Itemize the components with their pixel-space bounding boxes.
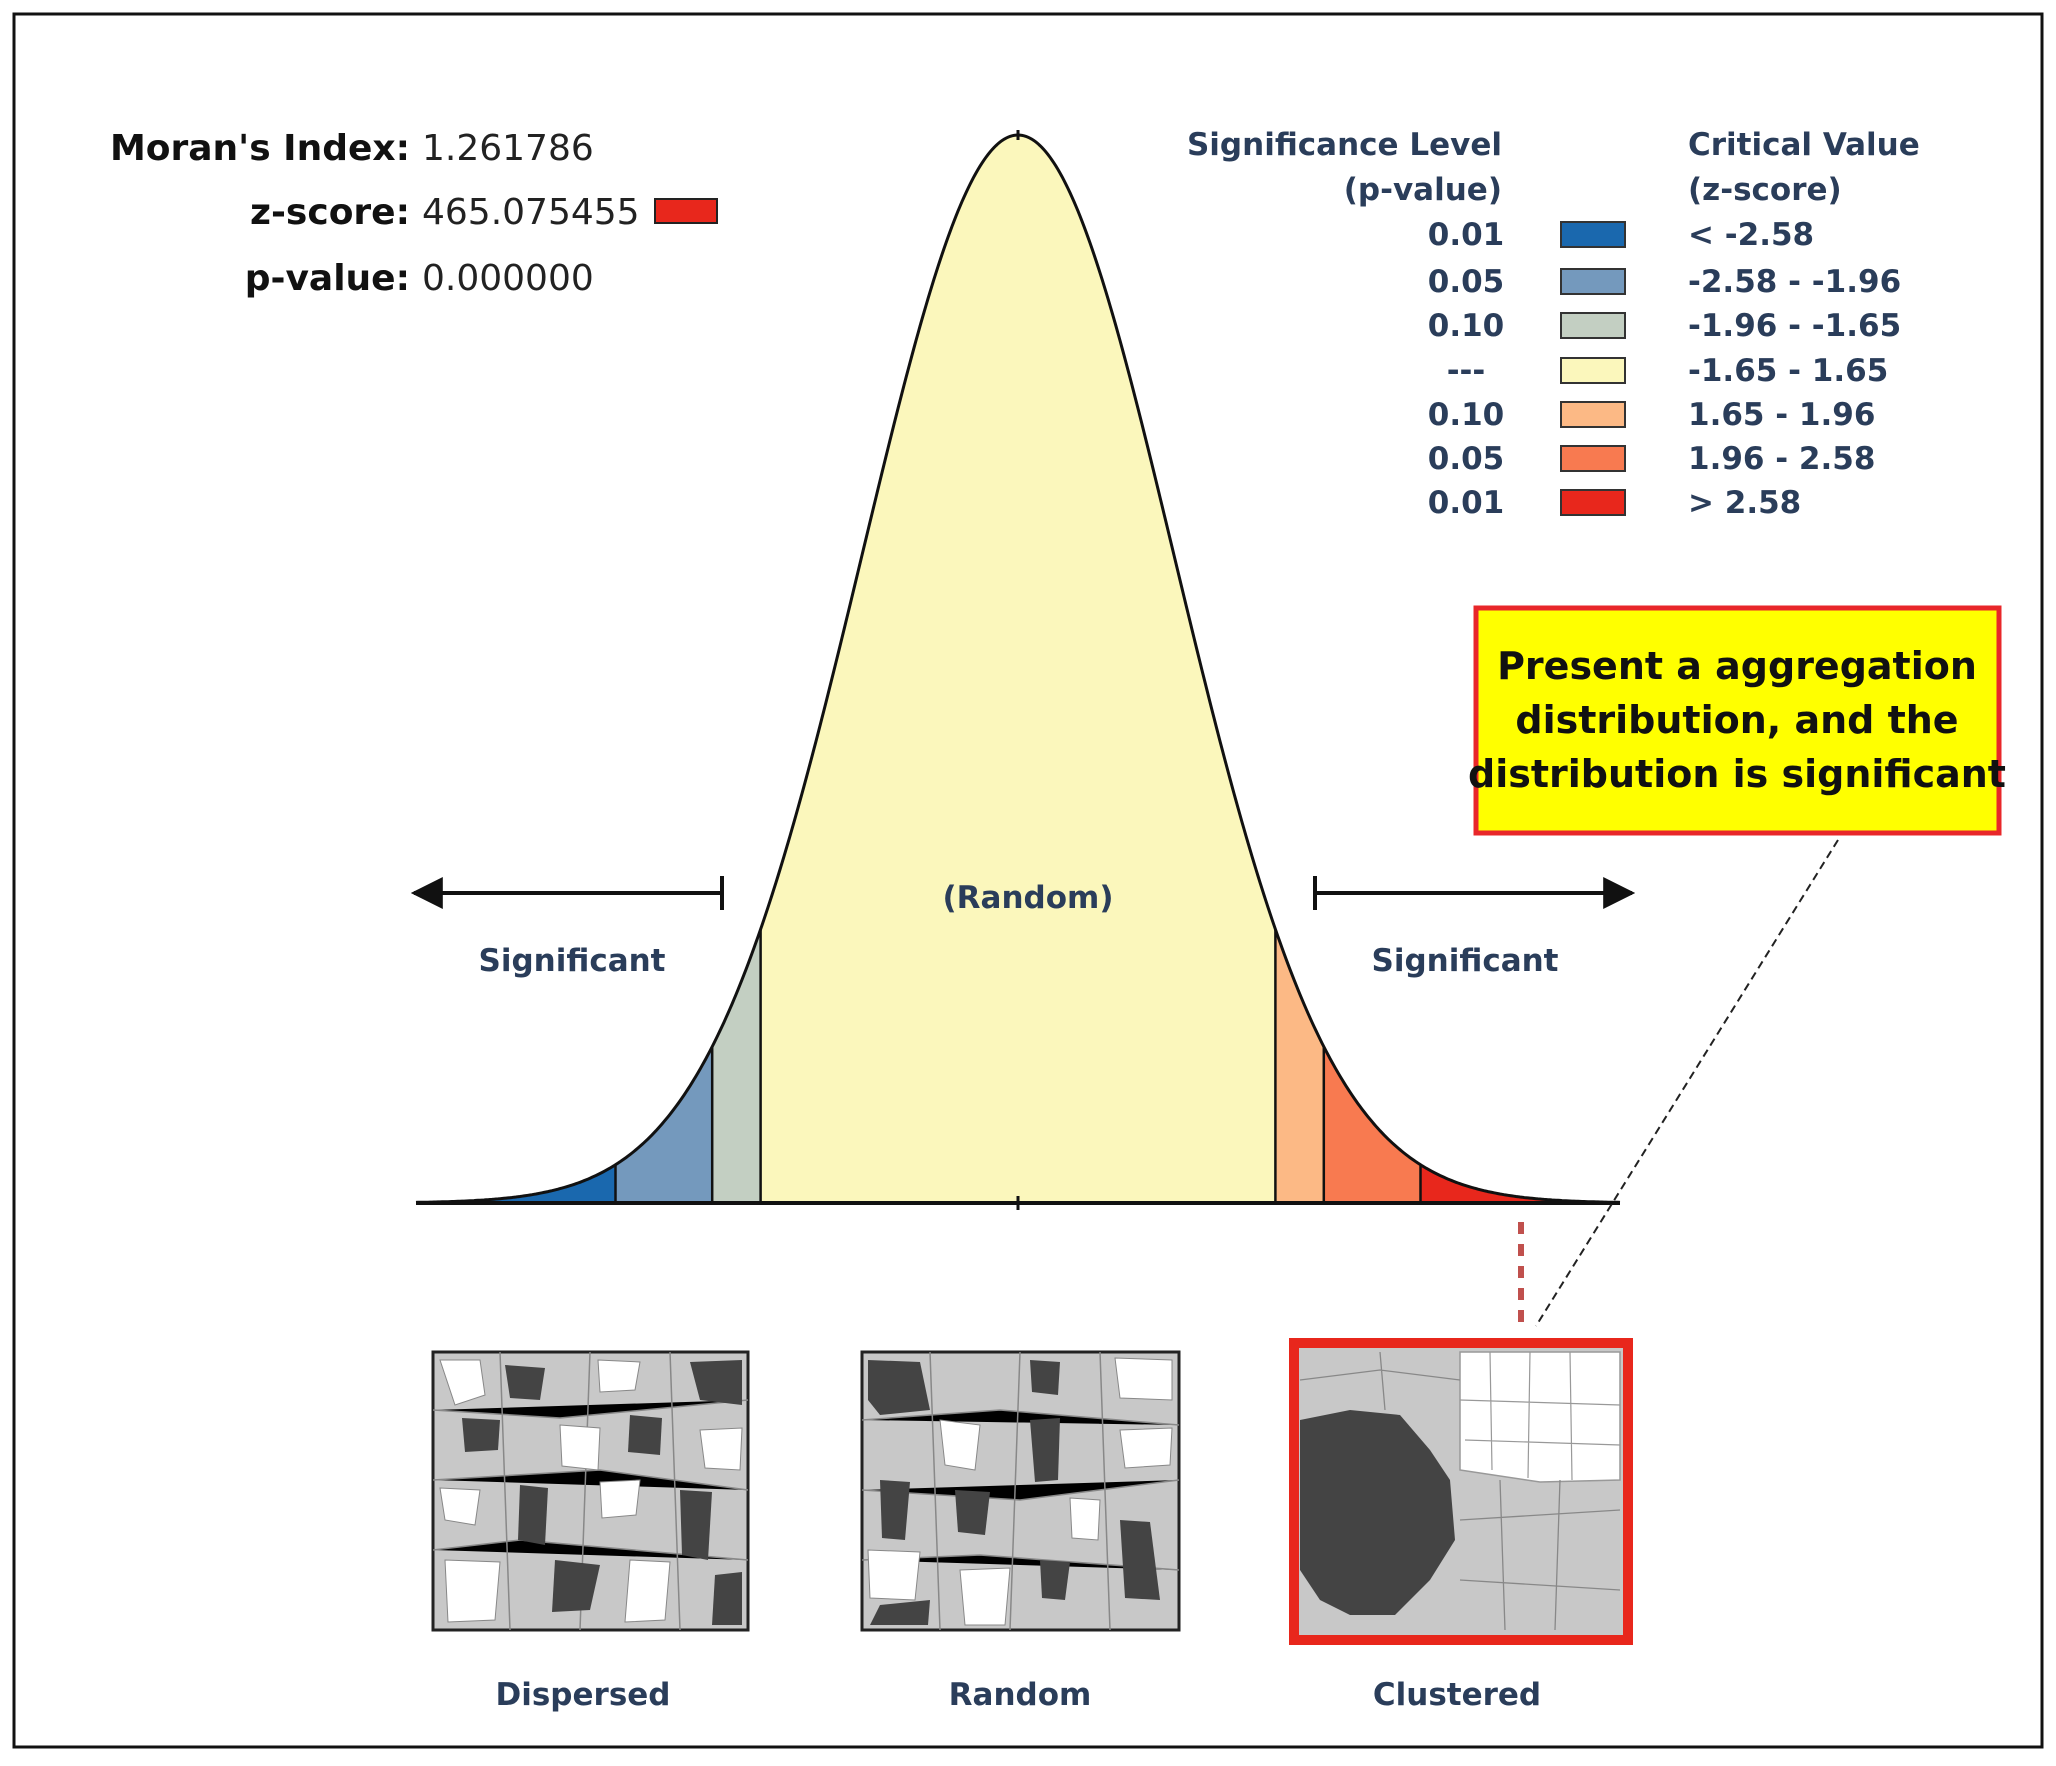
legend-p-value: 0.10 [1428, 308, 1505, 344]
callout-background [1473, 605, 2002, 836]
significance-legend: Significance Level (p-value) Critical Va… [1187, 127, 1920, 521]
moran-index-value: 1.261786 [422, 128, 594, 169]
callout-box: Present a aggregation distribution, and … [1468, 605, 2006, 836]
random-label: Random [949, 1677, 1092, 1713]
legend-color-swatch [1560, 357, 1626, 384]
right-significance-arrow [1313, 876, 1636, 910]
clustered-label: Clustered [1373, 1677, 1541, 1713]
legend-z-range: 1.96 - 2.58 [1688, 441, 1875, 477]
random-region-label: (Random) [943, 880, 1114, 916]
moran-index-label: Moran's Index: [110, 128, 410, 169]
z-score-value: 465.075455 [422, 192, 640, 233]
legend-p-value: 0.05 [1428, 264, 1505, 300]
legend-significance-subheader: (p-value) [1344, 172, 1502, 208]
random-map [860, 1350, 1181, 1632]
legend-critical-subheader: (z-score) [1688, 172, 1842, 208]
clustered-map [1289, 1338, 1633, 1645]
legend-p-value: --- [1447, 353, 1486, 389]
left-significant-label: Significant [479, 943, 666, 979]
pattern-maps: Dispersed Random Clustered [431, 1338, 1633, 1713]
legend-p-value: 0.05 [1428, 441, 1505, 477]
p-value-label: p-value: [245, 258, 410, 299]
legend-z-range: < -2.58 [1688, 217, 1814, 253]
legend-p-value: 0.10 [1428, 397, 1505, 433]
left-significance-arrow [410, 876, 724, 910]
legend-z-range: > 2.58 [1688, 485, 1801, 521]
legend-critical-header: Critical Value [1688, 127, 1920, 163]
right-significant-label: Significant [1372, 943, 1559, 979]
legend-significance-header: Significance Level [1187, 127, 1502, 163]
legend-color-swatch [1560, 445, 1626, 472]
legend-color-swatch [1560, 489, 1626, 516]
summary-stats: Moran's Index: 1.261786 z-score: 465.075… [110, 128, 718, 299]
p-value-value: 0.000000 [422, 258, 594, 299]
legend-color-swatch [1560, 268, 1626, 295]
callout-leader-line [1535, 839, 1839, 1327]
dispersed-label: Dispersed [496, 1677, 671, 1713]
dispersed-map [431, 1350, 750, 1632]
legend-p-value: 0.01 [1428, 217, 1505, 253]
legend-z-range: 1.65 - 1.96 [1688, 397, 1875, 433]
z-score-label: z-score: [250, 192, 410, 233]
legend-z-range: -1.65 - 1.65 [1688, 353, 1888, 389]
legend-p-value: 0.01 [1428, 485, 1505, 521]
legend-color-swatch [1560, 401, 1626, 428]
callout-line-2: distribution, and the [1515, 698, 1958, 742]
legend-z-range: -1.96 - -1.65 [1688, 308, 1901, 344]
legend-color-swatch [1560, 312, 1626, 339]
callout-line-1: Present a aggregation [1497, 644, 1977, 688]
z-score-color-swatch [654, 198, 718, 224]
legend-color-swatch [1560, 221, 1626, 248]
legend-z-range: -2.58 - -1.96 [1688, 264, 1901, 300]
callout-line-3: distribution is significant [1468, 752, 2006, 796]
